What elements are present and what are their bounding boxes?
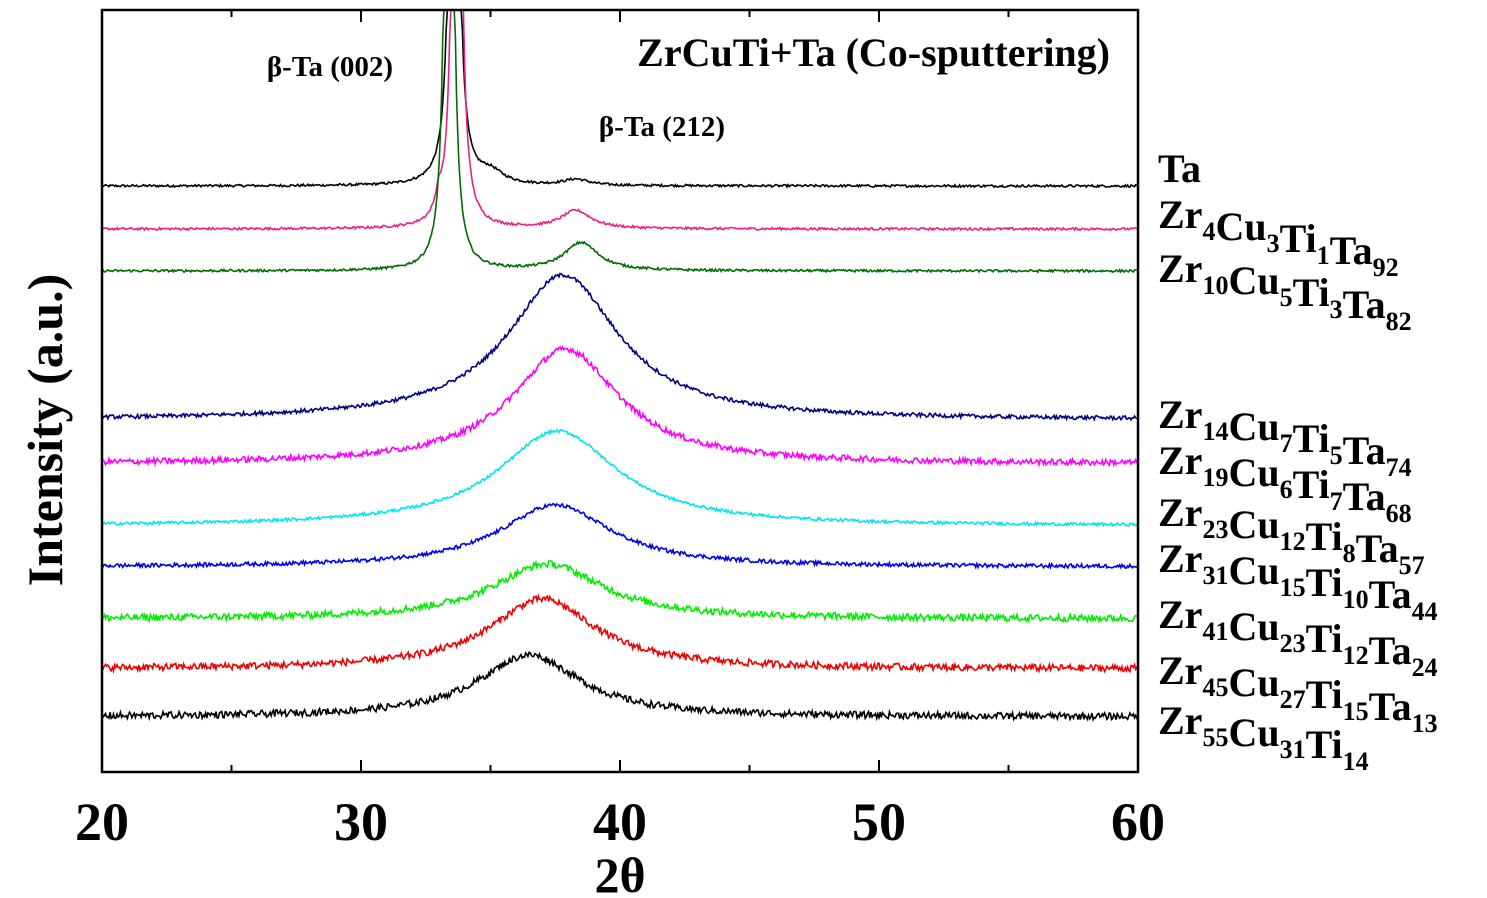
x-tick-label: 40 — [593, 792, 647, 852]
y-axis-label: Intensity (a.u.) — [17, 274, 73, 587]
series-label: Ta — [1158, 146, 1201, 191]
x-tick-label: 60 — [1111, 792, 1165, 852]
series-line — [101, 272, 1139, 422]
series-line — [101, 502, 1139, 570]
series-line — [101, 345, 1139, 468]
series-line — [101, 593, 1139, 675]
series-label: Zr41Cu23Ti12Ta24 — [1158, 592, 1438, 682]
series-label: Zr4Cu3Ti1Ta92 — [1158, 192, 1399, 282]
series-label: Zr10Cu5Ti3Ta82 — [1158, 246, 1412, 336]
series-label: Zr23Cu12Ti8Ta57 — [1158, 490, 1425, 580]
series-line — [101, 9, 1139, 189]
x-tick-label: 20 — [75, 792, 129, 852]
series-line — [101, 9, 1139, 274]
series-label: Zr14Cu7Ti5Ta74 — [1158, 392, 1412, 482]
chart-title: ZrCuTi+Ta (Co-sputtering) — [637, 30, 1110, 75]
annotation-beta-ta-002: β-Ta (002) — [267, 51, 393, 83]
series-line — [101, 559, 1139, 624]
x-tick-labels: 20 30 40 50 60 — [75, 792, 1165, 852]
series-curves — [101, 9, 1139, 722]
x-tick-label: 30 — [334, 792, 388, 852]
annotation-beta-ta-212: β-Ta (212) — [599, 111, 725, 143]
series-label: Zr55Cu31Ti14 — [1158, 698, 1369, 776]
series-line — [101, 651, 1139, 722]
axis-ticks — [101, 10, 1139, 772]
series-label: Zr19Cu6Ti7Ta68 — [1158, 438, 1412, 528]
x-tick-label: 50 — [852, 792, 906, 852]
series-line — [101, 9, 1139, 232]
series-label: Zr45Cu27Ti15Ta13 — [1158, 648, 1438, 738]
series-label: Zr31Cu15Ti10Ta44 — [1158, 536, 1438, 626]
x-axis-label: 2θ — [594, 847, 645, 898]
series-line — [101, 428, 1139, 528]
